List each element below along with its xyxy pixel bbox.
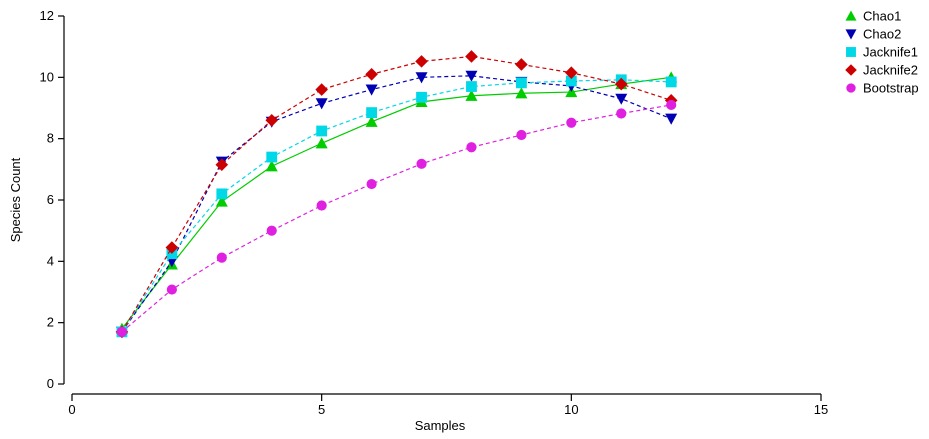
series-jacknife2 bbox=[115, 50, 678, 339]
legend-marker-chao2 bbox=[845, 29, 857, 40]
y-tick-label: 12 bbox=[40, 8, 54, 23]
data-point-jacknife2 bbox=[415, 55, 428, 68]
y-tick-label: 8 bbox=[47, 131, 54, 146]
x-tick-label: 0 bbox=[68, 402, 75, 417]
legend-marker-chao1 bbox=[845, 10, 857, 21]
legend-item-bootstrap: Bootstrap bbox=[846, 81, 919, 96]
data-point-bootstrap bbox=[516, 129, 527, 141]
series-line-jacknife1 bbox=[121, 79, 672, 333]
data-point-chao2 bbox=[615, 93, 628, 105]
data-point-chao1 bbox=[215, 195, 228, 207]
data-point-chao2 bbox=[315, 98, 328, 110]
legend-label-jacknife1: Jacknife1 bbox=[863, 45, 918, 60]
legend-item-jacknife2: Jacknife2 bbox=[845, 63, 918, 78]
data-point-chao1 bbox=[465, 89, 478, 101]
series-chao2 bbox=[115, 70, 678, 338]
data-point-jacknife2 bbox=[165, 241, 179, 254]
data-point-jacknife1 bbox=[516, 77, 527, 89]
data-point-bootstrap bbox=[216, 252, 227, 263]
data-point-bootstrap bbox=[466, 142, 477, 153]
legend-label-chao1: Chao1 bbox=[863, 9, 901, 24]
data-point-chao2 bbox=[665, 113, 678, 125]
data-point-chao1 bbox=[365, 115, 378, 127]
data-point-bootstrap bbox=[116, 326, 128, 337]
series-line-chao2 bbox=[121, 75, 672, 333]
data-point-chao2 bbox=[465, 70, 478, 82]
data-point-jacknife2 bbox=[614, 77, 628, 91]
data-point-bootstrap bbox=[566, 117, 577, 128]
series-chao1 bbox=[115, 71, 678, 334]
data-point-jacknife2 bbox=[565, 66, 578, 80]
data-point-jacknife2 bbox=[515, 58, 528, 71]
data-point-chao1 bbox=[515, 87, 528, 99]
y-tick-label: 6 bbox=[47, 192, 54, 207]
x-tick-label: 5 bbox=[318, 402, 325, 417]
data-point-bootstrap bbox=[316, 200, 327, 211]
axes: 0 2 4 6 8 10 12 0 5 10 15 bbox=[40, 8, 829, 417]
data-point-bootstrap bbox=[366, 178, 377, 190]
series-jacknife1 bbox=[116, 74, 677, 338]
x-tick-label: 10 bbox=[564, 402, 578, 417]
legend-marker-jacknife1 bbox=[846, 47, 856, 57]
data-point-chao2 bbox=[415, 72, 428, 84]
legend-item-chao1: Chao1 bbox=[845, 9, 901, 24]
x-tick-label: 15 bbox=[814, 402, 828, 417]
legend-item-jacknife1: Jacknife1 bbox=[846, 45, 918, 60]
series-line-jacknife2 bbox=[121, 55, 672, 333]
data-point-bootstrap bbox=[666, 99, 677, 111]
series-line-bootstrap bbox=[121, 104, 672, 333]
data-point-bootstrap bbox=[416, 158, 427, 169]
data-point-jacknife2 bbox=[215, 158, 229, 172]
legend-item-chao2: Chao2 bbox=[845, 27, 901, 42]
data-point-chao1 bbox=[315, 137, 328, 149]
legend-marker-bootstrap bbox=[846, 83, 856, 93]
data-point-jacknife1 bbox=[316, 125, 328, 137]
data-point-jacknife1 bbox=[216, 188, 228, 200]
data-point-jacknife1 bbox=[466, 81, 477, 92]
series-layer bbox=[115, 50, 678, 339]
legend-label-bootstrap: Bootstrap bbox=[863, 81, 919, 96]
legend-label-chao2: Chao2 bbox=[863, 27, 901, 42]
data-point-jacknife2 bbox=[365, 67, 378, 81]
data-point-jacknife2 bbox=[265, 113, 279, 127]
legend: Chao1 Chao2 Jacknife1 Jacknife2 Bootstrap bbox=[845, 9, 919, 96]
series-line-chao1 bbox=[121, 76, 672, 330]
series-bootstrap bbox=[116, 99, 677, 337]
legend-label-jacknife2: Jacknife2 bbox=[863, 63, 918, 78]
y-tick-label: 0 bbox=[47, 376, 54, 391]
data-point-chao2 bbox=[365, 84, 378, 96]
data-point-chao1 bbox=[265, 160, 278, 172]
legend-marker-jacknife2 bbox=[845, 64, 857, 76]
y-axis-label: Species Count bbox=[8, 157, 23, 242]
data-point-jacknife1 bbox=[565, 75, 577, 87]
data-point-jacknife1 bbox=[266, 151, 278, 163]
y-tick-label: 2 bbox=[47, 315, 54, 330]
data-point-jacknife2 bbox=[315, 83, 328, 96]
data-point-jacknife1 bbox=[665, 76, 677, 88]
y-tick-label: 10 bbox=[40, 69, 54, 84]
x-axis-label: Samples bbox=[415, 418, 466, 433]
data-point-bootstrap bbox=[166, 284, 177, 295]
data-point-jacknife2 bbox=[465, 50, 478, 63]
data-point-bootstrap bbox=[616, 108, 627, 119]
y-tick-label: 4 bbox=[47, 253, 54, 268]
data-point-jacknife1 bbox=[416, 91, 427, 103]
data-point-bootstrap bbox=[266, 225, 277, 236]
data-point-jacknife1 bbox=[366, 107, 377, 118]
